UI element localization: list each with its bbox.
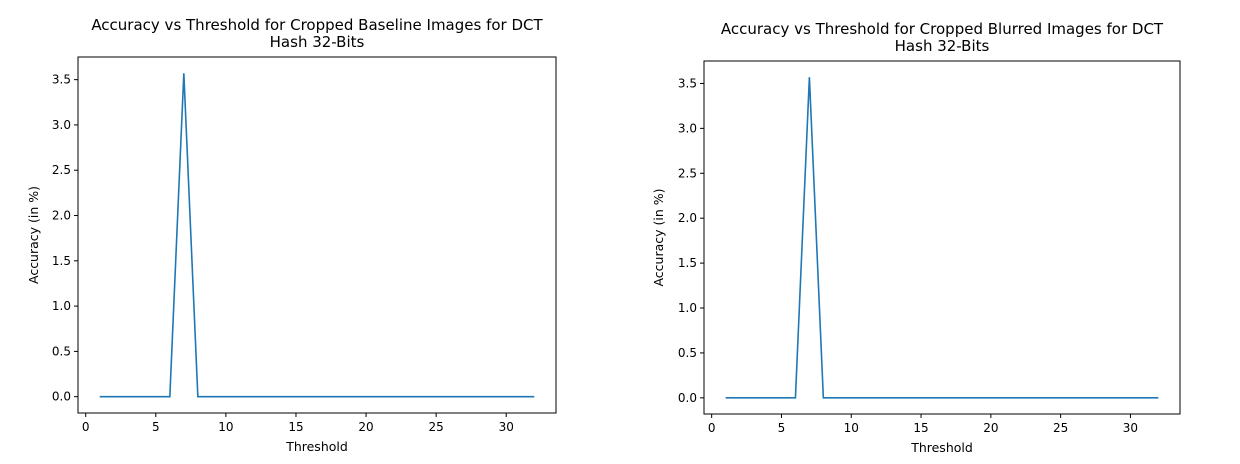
x-axis-label: Threshold bbox=[910, 440, 973, 455]
x-axis-label: Threshold bbox=[285, 439, 348, 454]
axes-frame bbox=[77, 56, 557, 414]
y-tick-label: 3.0 bbox=[678, 121, 697, 135]
y-tick-label: 0.5 bbox=[52, 344, 71, 358]
y-tick-label: 2.0 bbox=[52, 209, 71, 223]
x-tick-label: 15 bbox=[288, 420, 303, 434]
chart-title-line-1: Accuracy vs Threshold for Cropped Blurre… bbox=[721, 20, 1164, 38]
y-tick-label: 1.0 bbox=[678, 301, 697, 315]
y-tick-label: 2.5 bbox=[678, 166, 697, 180]
y-tick-label: 1.0 bbox=[52, 299, 71, 313]
y-tick-label: 1.5 bbox=[52, 254, 71, 268]
chart-title-line-2: Hash 32-Bits bbox=[895, 37, 990, 55]
axes-frame bbox=[703, 60, 1181, 415]
y-tick-label: 0.5 bbox=[678, 346, 697, 360]
y-axis-label: Accuracy (in %) bbox=[26, 186, 41, 284]
series-line-1 bbox=[725, 77, 1159, 399]
x-tick-label: 15 bbox=[913, 421, 928, 435]
y-tick-label: 0.0 bbox=[678, 391, 697, 405]
x-tick-label: 30 bbox=[1123, 421, 1138, 435]
x-tick-label: 5 bbox=[152, 420, 160, 434]
y-tick-label: 3.5 bbox=[678, 76, 697, 90]
x-tick-label: 0 bbox=[708, 421, 716, 435]
y-tick-label: 3.5 bbox=[52, 73, 71, 87]
x-tick-label: 10 bbox=[218, 420, 233, 434]
x-tick-label: 30 bbox=[499, 420, 514, 434]
y-tick-label: 1.5 bbox=[678, 256, 697, 270]
y-tick-label: 2.0 bbox=[678, 211, 697, 225]
chart-title-line-2: Hash 32-Bits bbox=[270, 33, 365, 51]
x-tick-label: 25 bbox=[1053, 421, 1068, 435]
y-tick-label: 3.0 bbox=[52, 118, 71, 132]
chart-1: Accuracy vs Threshold for Cropped Baseli… bbox=[26, 16, 557, 454]
y-tick-label: 0.0 bbox=[52, 390, 71, 404]
x-tick-label: 25 bbox=[429, 420, 444, 434]
x-tick-label: 10 bbox=[844, 421, 859, 435]
y-tick-label: 2.5 bbox=[52, 163, 71, 177]
chart-title-line-1: Accuracy vs Threshold for Cropped Baseli… bbox=[91, 16, 543, 34]
x-tick-label: 0 bbox=[82, 420, 90, 434]
x-tick-label: 5 bbox=[778, 421, 786, 435]
chart-2: Accuracy vs Threshold for Cropped Blurre… bbox=[651, 20, 1181, 455]
x-tick-label: 20 bbox=[358, 420, 373, 434]
x-tick-label: 20 bbox=[983, 421, 998, 435]
series-line-1 bbox=[99, 73, 535, 398]
y-axis-label: Accuracy (in %) bbox=[651, 188, 666, 286]
